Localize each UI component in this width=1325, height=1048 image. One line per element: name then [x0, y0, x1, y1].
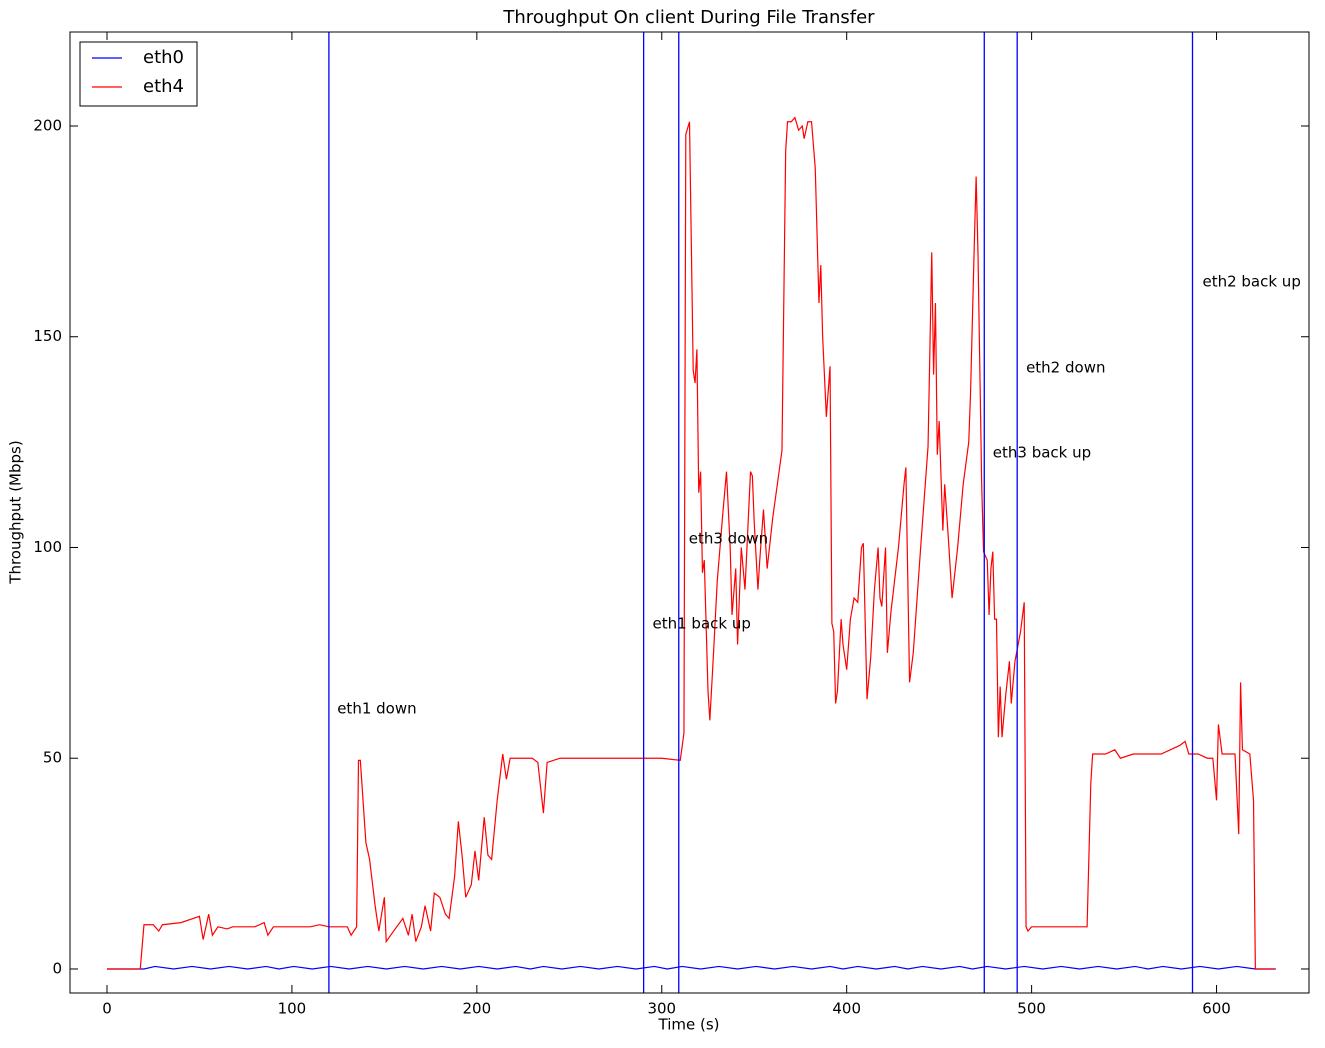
- x-tick-label: 500: [1017, 1000, 1046, 1018]
- y-tick-label: 150: [33, 327, 62, 345]
- x-tick-label: 600: [1202, 1000, 1231, 1018]
- y-tick-label: 200: [33, 116, 62, 134]
- y-tick-label: 50: [43, 749, 62, 767]
- annotation: eth2 back up: [1202, 272, 1300, 290]
- y-axis-label: Throughput (Mbps): [7, 440, 25, 584]
- y-tick-label: 100: [33, 538, 62, 556]
- x-tick-label: 100: [278, 1000, 307, 1018]
- annotation: eth3 down: [689, 530, 768, 548]
- y-tick-label: 0: [52, 959, 62, 977]
- annotation: eth2 down: [1026, 358, 1105, 376]
- x-axis-label: Time (s): [658, 1016, 720, 1034]
- annotation: eth3 back up: [993, 444, 1091, 462]
- x-tick-label: 300: [647, 1000, 676, 1018]
- legend-label: eth0: [143, 47, 184, 68]
- x-tick-label: 0: [102, 1000, 112, 1018]
- annotation: eth1 down: [337, 699, 416, 717]
- annotation: eth1 back up: [653, 615, 751, 633]
- series-line: [106, 965, 1276, 970]
- x-tick-label: 200: [463, 1000, 492, 1018]
- plot-frame: [69, 31, 1310, 994]
- legend-box: [79, 41, 198, 107]
- series-line: [106, 116, 1276, 970]
- chart-title: Throughput On client During File Transfe…: [502, 7, 875, 28]
- legend-label: eth4: [143, 76, 184, 97]
- x-tick-label: 400: [832, 1000, 861, 1018]
